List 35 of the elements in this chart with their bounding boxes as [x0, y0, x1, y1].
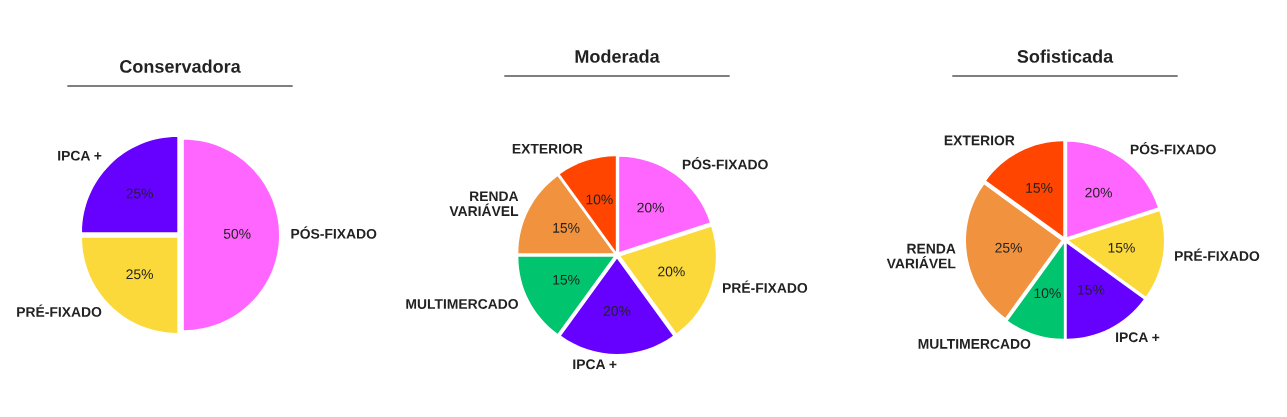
slice-label: PÓS-FIXADO	[682, 156, 768, 170]
slice-label: PRÉ-FIXADO	[1175, 248, 1260, 262]
slice-label: PÓS-FIXADO	[1130, 141, 1216, 155]
slice-label: RENDA VARIÁVEL	[449, 191, 519, 216]
data-label: 15%	[1078, 284, 1105, 295]
slice-label: IPCA +	[58, 150, 102, 161]
slice-label: IPCA +	[1116, 332, 1160, 343]
slice-label: PRÉ-FIXADO	[17, 304, 102, 317]
data-label: 15%	[553, 274, 580, 285]
data-label: 10%	[1034, 288, 1061, 299]
data-label: 15%	[553, 223, 580, 233]
slice-label: IPCA +	[573, 359, 617, 370]
slice-label: EXTERIOR	[944, 135, 1015, 146]
pie-slice	[966, 184, 1062, 318]
data-label: 25%	[995, 242, 1022, 253]
slice-label: PÓS-FIXADO	[291, 226, 377, 239]
data-label: 10%	[586, 194, 613, 205]
data-label: 20%	[603, 306, 631, 316]
chart-title: Conservadora	[120, 59, 241, 73]
slice-label: EXTERIOR	[512, 143, 583, 154]
chart-title: Sofisticada	[1017, 49, 1114, 63]
slice-label: RENDA VARIÁVEL	[886, 243, 956, 269]
pie-slice	[1068, 211, 1164, 297]
slice-label: PRÉ-FIXADO	[723, 280, 808, 293]
data-label: 15%	[1108, 242, 1135, 253]
slice-label: MULTIMERCADO	[918, 338, 1031, 349]
data-label: 25%	[126, 269, 153, 280]
data-label: 20%	[1085, 187, 1112, 198]
data-label: 15%	[1026, 183, 1053, 193]
slice-label: MULTIMERCADO	[406, 299, 518, 309]
data-label: 20%	[637, 202, 664, 213]
chart-title: Moderada	[575, 49, 660, 63]
data-label: 25%	[126, 188, 153, 199]
data-label: 20%	[658, 266, 685, 277]
data-label: 50%	[223, 228, 251, 239]
